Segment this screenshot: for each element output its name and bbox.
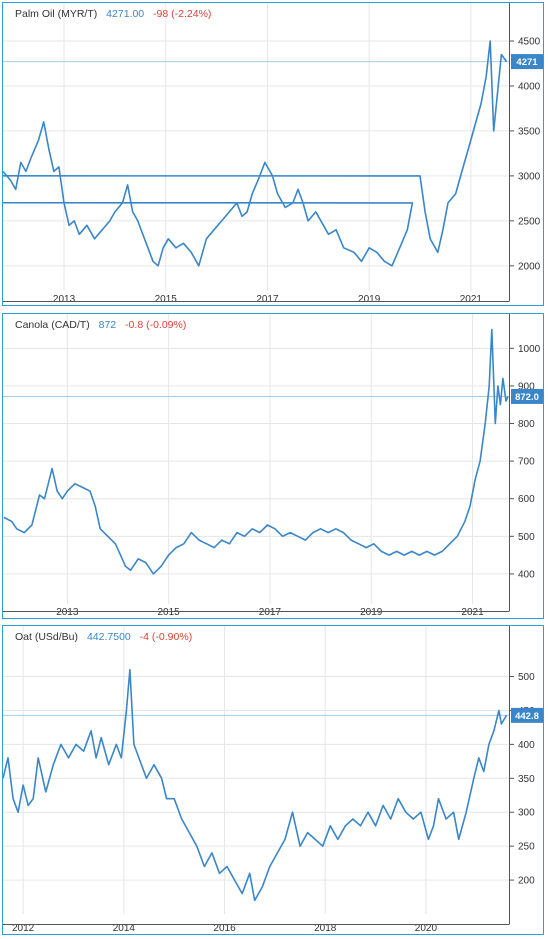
palm-oil-x-tick-label: 2015 (155, 294, 178, 305)
canola-y-tick-label: 1000 (518, 344, 541, 355)
palm-oil-y-tick-label: 2000 (518, 261, 541, 272)
canola-y-tick-label: 900 (518, 381, 535, 392)
oat-last-value-tag (511, 707, 543, 723)
oat-x-tick-label: 2018 (314, 923, 337, 934)
palm-oil-y-tick-label: 2500 (518, 216, 541, 227)
oat-last-value-tag-label: 442.8 (515, 711, 539, 722)
canola-y-tick-label: 600 (518, 494, 535, 505)
oat-change: -4 (-0.90%) (139, 631, 193, 643)
oat-x-tick-label: 2020 (415, 923, 438, 934)
canola-chart-panel: 400 500 600 700 800 900 1000 2013 2015 2017 2019 20… (2, 313, 544, 619)
oat-y-tick-label: 350 (518, 774, 535, 785)
canola-y-tick-label: 800 (518, 419, 535, 430)
canola-x-tick-label: 2017 (259, 607, 282, 618)
canola-y-tick-label: 700 (518, 457, 535, 468)
oat-price-line (3, 668, 508, 902)
palm-oil-x-tick-label: 2019 (358, 294, 381, 305)
palm-oil-change: -98 (-2.24%) (153, 8, 212, 20)
palm-oil-y-tick-label: 4000 (518, 81, 541, 92)
palm-oil-header: Palm Oil (MYR/T) 4271.00 -98 (-2.24%) (15, 8, 211, 20)
canola-y-tick-label: 400 (518, 569, 535, 580)
palm-oil-x-tick-label: 2021 (460, 294, 483, 305)
canola-x-tick-label: 2019 (360, 607, 383, 618)
canola-x-tick-label: 2015 (158, 607, 181, 618)
palm-oil-price: 4271.00 (106, 8, 145, 20)
oat-y-tick-label: 500 (518, 672, 535, 683)
oat-header: Oat (USd/Bu) 442.7500 -4 (-0.90%) (15, 631, 192, 643)
palm-oil-x-tick-label: 2017 (256, 294, 279, 305)
oat-y-tick-label: 250 (518, 842, 535, 853)
oat-chart: 2002503003504004505002012201420162018202… (3, 626, 543, 934)
canola-change: -0.8 (-0.09%) (125, 319, 187, 331)
oat-x-tick-label: 2012 (12, 923, 35, 934)
palm-oil-chart: 2000 2500 3000 3500 4000 4500 2013 2015 2017 2019… (3, 3, 543, 305)
palm-oil-price-line (3, 40, 508, 267)
palm-oil-y-tick-label: 3500 (518, 126, 541, 137)
palm-oil-y-tick-label: 4500 (518, 36, 541, 47)
palm-oil-y-tick-label: 3000 (518, 171, 541, 182)
canola-x-tick-label: 2021 (461, 607, 484, 618)
palm-oil-chart-panel: 2000 2500 3000 3500 4000 4500 2013 2015 2017 2019… (2, 2, 544, 306)
palm-oil-name: Palm Oil (MYR/T) (15, 8, 98, 20)
oat-y-tick-label: 400 (518, 740, 535, 751)
canola-header: Canola (CAD/T) 872 -0.8 (-0.09%) (15, 319, 186, 331)
oat-price: 442.7500 (86, 631, 131, 643)
canola-chart: 400 500 600 700 800 900 1000 2013 2015 2017 2019 20… (3, 314, 543, 618)
oat-y-tick-label: 200 (518, 876, 535, 887)
canola-price: 872 (98, 319, 117, 331)
canola-y-tick-label: 500 (518, 532, 535, 543)
canola-last-value-tag-label: 872.0 (515, 392, 539, 403)
oat-x-tick-label: 2014 (113, 923, 136, 934)
canola-last-value-tag (511, 388, 543, 404)
canola-price-line (3, 328, 509, 575)
oat-name: Oat (USd/Bu) (15, 631, 79, 643)
palm-oil-last-value-tag-label: 4271 (516, 57, 538, 68)
palm-oil-x-tick-label: 2013 (53, 294, 76, 305)
palm-oil-last-value-tag (511, 54, 543, 70)
canola-x-tick-label: 2013 (56, 607, 79, 618)
oat-x-tick-label: 2016 (213, 923, 236, 934)
canola-name: Canola (CAD/T) (15, 319, 90, 331)
oat-chart-panel: 2002503003504004505002012201420162018202… (2, 625, 544, 935)
oat-y-tick-label: 300 (518, 808, 535, 819)
